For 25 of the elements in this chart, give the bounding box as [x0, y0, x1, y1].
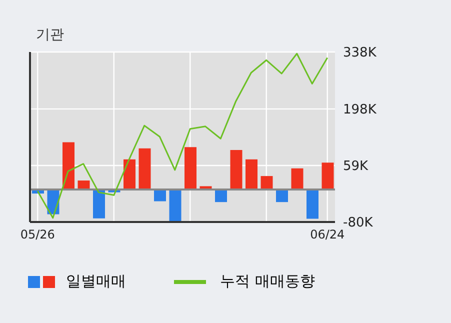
bar — [93, 189, 105, 218]
y-tick-label: -80K — [343, 216, 374, 231]
bar — [322, 162, 334, 190]
bar — [154, 189, 166, 202]
chart-title: 기관 — [35, 26, 65, 44]
x-tick-label: 05/26 — [20, 228, 55, 242]
bar — [169, 189, 182, 222]
bar — [62, 142, 74, 190]
y-tick-label: 59K — [343, 159, 369, 174]
line-series — [36, 52, 328, 219]
legend-label: 일별매매 — [66, 272, 126, 291]
bar — [215, 189, 227, 202]
bar — [124, 159, 136, 190]
bar — [276, 189, 288, 202]
bar — [138, 148, 151, 190]
x-tick-label: 06/24 — [310, 228, 345, 242]
y-tick-label: 338K — [343, 46, 377, 61]
bar — [306, 189, 318, 219]
y-tick-label: 198K — [343, 102, 377, 118]
legend-label: 누적 매매동향 — [220, 272, 315, 291]
bar — [291, 168, 304, 190]
bar — [260, 176, 273, 190]
bar — [184, 147, 196, 190]
bar — [230, 150, 242, 190]
bar — [246, 159, 258, 190]
